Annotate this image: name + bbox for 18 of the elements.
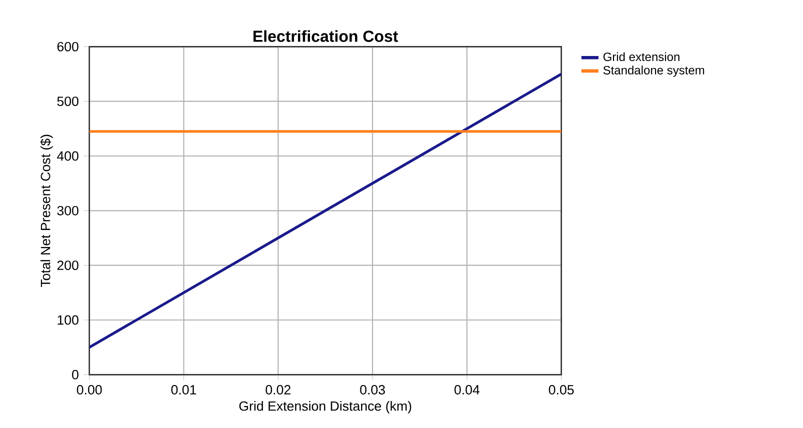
x-tick-label: 0.03: [360, 385, 385, 394]
legend-label: Grid extension: [603, 52, 680, 62]
y-axis-title: Total Net Present Cost ($): [40, 134, 53, 288]
legend-label: Standalone system: [603, 66, 704, 77]
y-tick-label: 0: [72, 370, 78, 380]
y-tick-label: 200: [57, 260, 78, 270]
x-tick-label: 0.01: [171, 385, 196, 394]
x-tick-label: 0.02: [266, 385, 290, 394]
x-tick-label: 0.05: [548, 385, 574, 394]
x-axis-title: Grid Extension Distance (km): [239, 400, 412, 414]
x-tick-label: 0.00: [76, 385, 102, 394]
y-tick-label: 500: [57, 96, 78, 106]
y-tick-label: 400: [57, 151, 78, 161]
y-tick-label: 600: [57, 42, 78, 52]
chart-title: Electrification Cost: [254, 30, 398, 42]
y-tick-label: 300: [57, 206, 78, 216]
y-tick-label: 100: [58, 315, 78, 325]
x-tick-label: 0.04: [454, 385, 480, 394]
